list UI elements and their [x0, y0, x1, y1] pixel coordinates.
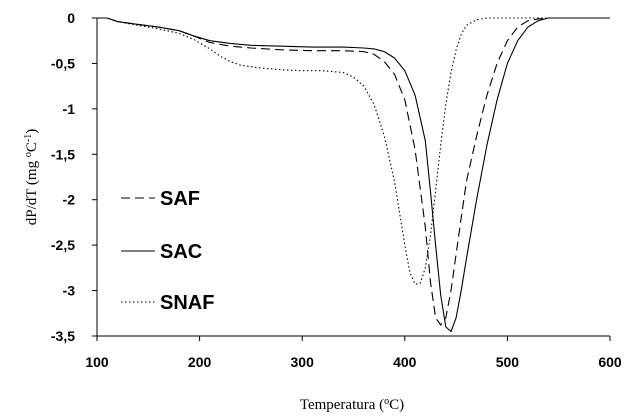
y-tick-label: -1 — [63, 101, 76, 117]
series-line-snaf — [97, 17, 610, 285]
y-axis-ticks: 0 -0,5 -1 -1,5 -2 -2,5 -3 -3,5 — [51, 10, 97, 344]
x-axis-ticks: 100 200 300 400 500 600 — [85, 336, 622, 370]
legend: SAF SAC SNAF — [121, 188, 214, 314]
y-tick-label: -3 — [63, 283, 76, 299]
x-tick-label: 100 — [85, 354, 109, 370]
y-tick-label: -3,5 — [51, 328, 75, 344]
x-tick-label: 200 — [188, 354, 212, 370]
x-tick-label: 600 — [598, 354, 622, 370]
legend-label-snaf: SNAF — [160, 292, 214, 314]
y-tick-label: -2 — [63, 192, 76, 208]
legend-label-sac: SAC — [160, 241, 202, 263]
y-axis-title: dP/dT (mg oC-1) — [23, 129, 41, 225]
x-tick-label: 500 — [496, 354, 520, 370]
y-tick-label: 0 — [67, 10, 75, 26]
y-tick-label: -1,5 — [51, 146, 75, 162]
y-tick-label: -2,5 — [51, 237, 75, 253]
x-tick-label: 400 — [393, 354, 417, 370]
series-lines — [97, 17, 610, 333]
series-line-saf — [97, 17, 610, 326]
x-tick-label: 300 — [291, 354, 315, 370]
series-line-sac — [97, 17, 610, 333]
x-axis-title: Temperatura (oC) — [300, 396, 404, 414]
y-tick-label: -0,5 — [51, 55, 75, 71]
legend-label-saf: SAF — [160, 188, 200, 210]
axes — [96, 18, 610, 337]
